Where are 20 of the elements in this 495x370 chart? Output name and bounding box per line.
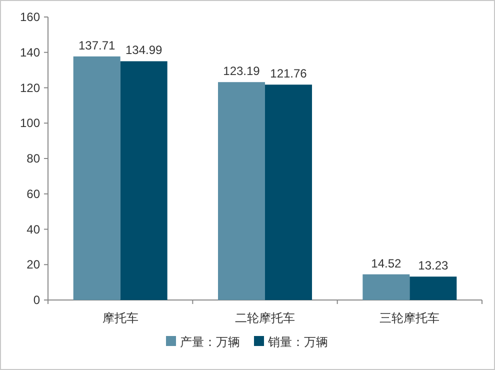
- xtick: 三轮摩托车: [380, 311, 440, 325]
- data-label: 134.99: [125, 43, 162, 58]
- xtick: 摩托车: [102, 311, 138, 325]
- legend-label: 销量：万辆: [268, 335, 328, 349]
- data-label: 123.19: [223, 64, 260, 78]
- data-label: 13.23: [418, 258, 448, 273]
- data-label: 14.52: [371, 256, 402, 270]
- ytick: 140: [20, 45, 40, 60]
- xtick: 二轮摩托车: [235, 311, 295, 325]
- data-label: 137.71: [78, 38, 116, 52]
- ytick: 40: [26, 222, 40, 236]
- ytick: 0: [33, 293, 40, 307]
- ytick: 160: [20, 10, 40, 24]
- ytick: 100: [20, 116, 40, 130]
- data-label: 121.76: [270, 66, 307, 81]
- ytick: 60: [26, 186, 40, 201]
- legend-label: 产量：万辆: [180, 335, 240, 349]
- ytick: 20: [26, 258, 40, 272]
- ytick: 120: [20, 80, 40, 95]
- ytick: 80: [26, 152, 40, 166]
